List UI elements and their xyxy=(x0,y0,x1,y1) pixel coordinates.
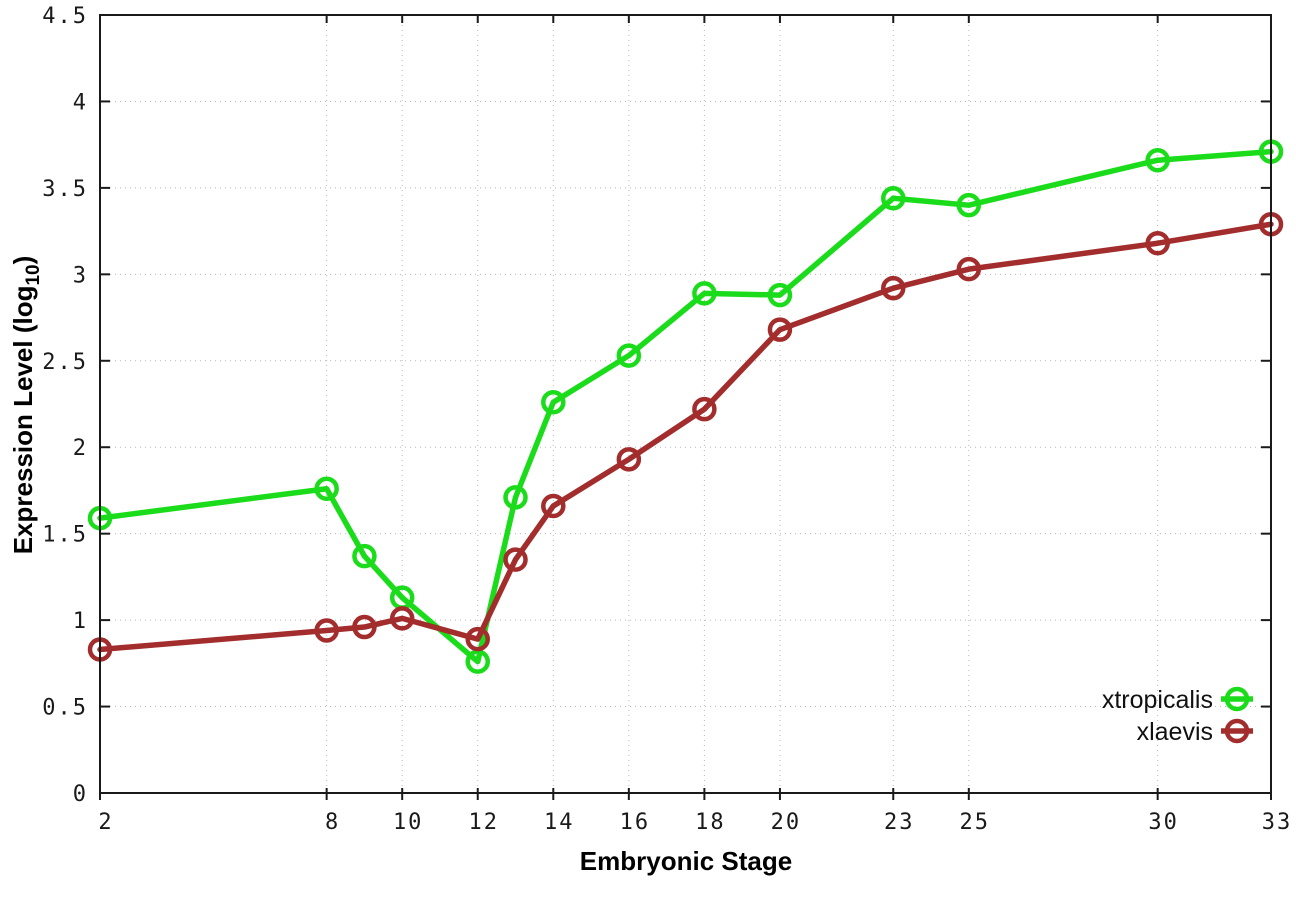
y-axis-tick-label: 0.5 xyxy=(42,696,88,721)
data-point-xlaevis xyxy=(692,396,717,422)
data-point-xlaevis xyxy=(465,626,490,652)
x-axis-tick-label: 20 xyxy=(771,810,802,835)
data-point-xtropicalis xyxy=(465,649,490,674)
y-axis-tick-label: 1.5 xyxy=(42,523,88,548)
x-axis-tick-label: 33 xyxy=(1262,810,1293,835)
series-layer xyxy=(87,139,1284,674)
data-point-xtropicalis xyxy=(1145,147,1170,173)
x-axis-title: Embryonic Stage xyxy=(580,846,792,876)
data-point-xtropicalis xyxy=(314,476,339,501)
y-axis-tick-label: 3.5 xyxy=(42,177,88,202)
data-point-xlaevis xyxy=(616,447,642,472)
legend-marker-xtropicalis xyxy=(1224,686,1250,712)
y-axis-tick-label: 4 xyxy=(73,90,88,115)
axis-ticks xyxy=(99,14,1272,800)
data-point-xlaevis xyxy=(767,317,793,342)
data-point-xlaevis xyxy=(503,547,528,572)
data-point-xlaevis xyxy=(389,606,415,631)
y-axis-tick-label: 3 xyxy=(73,263,88,288)
legend: xtropicalis xlaevis xyxy=(1102,686,1253,746)
x-axis-tick-label: 18 xyxy=(695,810,726,835)
data-point-xlaevis xyxy=(1145,230,1170,256)
legend-label-xlaevis: xlaevis xyxy=(1137,718,1213,746)
y-axis-tick-label: 4.5 xyxy=(42,4,88,29)
x-axis-tick-label: 14 xyxy=(544,810,575,835)
legend-marker-xlaevis xyxy=(1224,718,1250,744)
x-axis-tick-label: 16 xyxy=(620,810,651,835)
data-point-xlaevis xyxy=(352,614,377,640)
plot-border xyxy=(99,14,1272,794)
data-point-xtropicalis xyxy=(956,192,982,218)
y-axis-title-main: Expression Level (log xyxy=(8,286,38,555)
data-point-xlaevis xyxy=(314,618,339,643)
x-axis-tick-label: 12 xyxy=(468,810,499,835)
data-point-xtropicalis xyxy=(352,543,377,569)
legend-label-xtropicalis: xtropicalis xyxy=(1102,686,1213,714)
x-axis-tick-label: 8 xyxy=(325,810,340,835)
y-axis-tick-label: 0 xyxy=(73,782,88,807)
data-point-xtropicalis xyxy=(692,281,717,306)
x-axis-tick-label: 2 xyxy=(98,810,113,835)
x-axis-tick-label: 23 xyxy=(884,810,915,835)
data-point-xlaevis xyxy=(881,275,906,301)
data-point-xtropicalis xyxy=(767,282,793,308)
y-axis-tick-label: 1 xyxy=(73,609,88,634)
legend-entry-xlaevis: xlaevis xyxy=(1137,718,1253,746)
legend-entry-xtropicalis: xtropicalis xyxy=(1102,686,1253,714)
axis-tick-labels: 2 8 10 12 14 16 18 20 23 25 30 33 0 0.5 1 1.5 2 2.5 3 3.5 4 4… xyxy=(42,4,1293,835)
data-point-xtropicalis xyxy=(616,343,642,368)
y-axis-tick-label: 2 xyxy=(73,436,88,461)
y-axis-title-end: ) xyxy=(8,256,38,265)
data-point-xtropicalis xyxy=(541,390,566,415)
grid xyxy=(99,15,1272,793)
y-axis-title-subscript: 10 xyxy=(23,264,44,285)
y-axis-tick-label: 2.5 xyxy=(42,350,88,375)
x-axis-tick-label: 25 xyxy=(960,810,991,835)
data-point-xtropicalis xyxy=(881,186,906,211)
series-line-xtropicalis xyxy=(97,148,1274,665)
y-axis-title: Expression Level (log10) xyxy=(8,256,44,555)
data-point-xlaevis xyxy=(956,256,982,282)
x-axis-tick-label: 10 xyxy=(393,810,424,835)
data-point-xtropicalis xyxy=(503,485,528,510)
data-point-xlaevis xyxy=(541,493,566,519)
x-axis-tick-label: 30 xyxy=(1148,810,1179,835)
series-line-xlaevis xyxy=(97,221,1274,653)
